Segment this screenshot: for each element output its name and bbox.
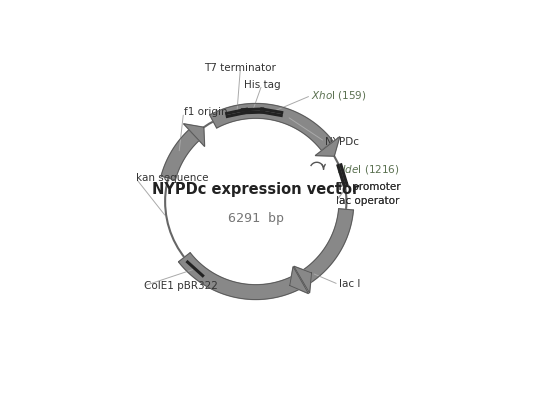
Polygon shape (210, 103, 333, 150)
Text: lac operator: lac operator (336, 196, 399, 207)
Polygon shape (298, 209, 353, 286)
Text: $\mathit{Nde}$I (1216): $\mathit{Nde}$I (1216) (337, 163, 400, 176)
Text: f1 origin: f1 origin (184, 107, 227, 117)
Polygon shape (184, 124, 205, 146)
Text: His tag: His tag (243, 80, 280, 90)
Text: T7 promoter: T7 promoter (336, 182, 400, 192)
Text: 6291 bp: 6291 bp (228, 212, 284, 225)
Polygon shape (178, 253, 305, 300)
Polygon shape (161, 130, 199, 180)
Text: NYPDc expression vector: NYPDc expression vector (152, 182, 359, 197)
Polygon shape (294, 266, 312, 293)
Polygon shape (315, 137, 340, 156)
Text: NYPDc: NYPDc (325, 136, 359, 146)
Text: $\mathit{Xho}$I (159): $\mathit{Xho}$I (159) (311, 89, 366, 102)
Polygon shape (290, 267, 309, 294)
Text: T7 terminator: T7 terminator (205, 63, 276, 73)
Text: T7 promoter: T7 promoter (336, 182, 400, 192)
Text: lac operator: lac operator (336, 196, 399, 207)
Text: lac l: lac l (339, 279, 360, 289)
Text: ColE1 pBR322: ColE1 pBR322 (144, 281, 218, 291)
Text: kan sequence: kan sequence (136, 174, 208, 184)
